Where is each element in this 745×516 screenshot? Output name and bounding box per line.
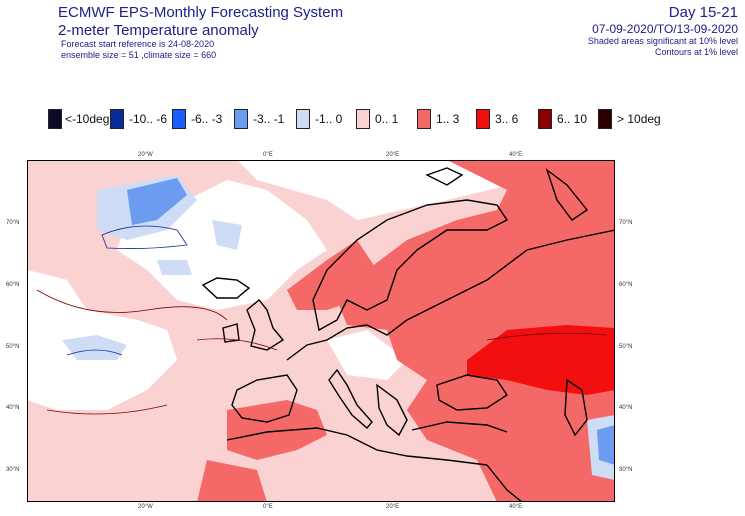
- legend-label: > 10deg: [617, 112, 661, 126]
- legend-label: 1.. 3: [436, 112, 460, 126]
- lat-label-left: 70°N: [6, 220, 20, 226]
- map-canvas: [27, 160, 615, 502]
- system-title: ECMWF EPS-Monthly Forecasting System: [58, 4, 344, 21]
- lon-label-bottom: 20°E: [386, 504, 400, 510]
- lat-label-right: 50°N: [619, 344, 633, 350]
- legend-label: 6.. 10: [557, 112, 588, 126]
- anomaly-map: [27, 160, 615, 502]
- anomaly-zone-blue-medium: [127, 178, 615, 465]
- legend-swatch: [356, 109, 370, 129]
- legend-swatch: [234, 109, 248, 129]
- significance-contours: [36, 289, 608, 415]
- lon-label-bottom: 0°E: [263, 504, 273, 510]
- legend-swatch: [110, 109, 124, 129]
- anomaly-zone-strong-red: [467, 325, 615, 395]
- legend-swatch: [598, 109, 612, 129]
- map-frame: [27, 160, 615, 502]
- lon-label-top: 40°E: [509, 152, 523, 158]
- contour-note: Contours at 1% level: [654, 47, 738, 57]
- legend-swatch: [417, 109, 431, 129]
- title-block: ECMWF EPS-Monthly Forecasting System 2-m…: [58, 4, 343, 61]
- lat-label-left: 30°N: [6, 467, 20, 473]
- legend-swatch: [296, 109, 310, 129]
- significance-contours-blue: [66, 225, 188, 356]
- lat-label-left: 60°N: [6, 282, 20, 288]
- lon-label-top: 20°E: [386, 152, 400, 158]
- lon-label-bottom: 20°W: [138, 504, 153, 510]
- forecast-period: 07-09-2020/TO/13-09-2020: [592, 22, 738, 36]
- legend-label: -3.. -1: [253, 112, 285, 126]
- legend-swatch: [48, 109, 62, 129]
- legend-label: 0.. 1: [375, 112, 399, 126]
- lon-label-top: 0°E: [263, 152, 273, 158]
- legend-label: 3.. 6: [495, 112, 519, 126]
- ensemble-size: ensemble size = 51 ,climate size = 660: [61, 50, 217, 60]
- legend-label: <-10deg: [65, 112, 110, 126]
- shaded-note: Shaded areas significant at 10% level: [587, 36, 738, 46]
- legend-label: -6.. -3: [191, 112, 223, 126]
- legend-label: -10.. -6: [129, 112, 168, 126]
- lat-label-left: 40°N: [6, 405, 20, 411]
- lon-label-bottom: 40°E: [509, 504, 523, 510]
- period-block: Day 15-21 07-09-2020/TO/13-09-2020 Shade…: [588, 4, 738, 58]
- lon-label-top: 20°W: [138, 152, 153, 158]
- lat-label-right: 60°N: [619, 282, 633, 288]
- day-range: Day 15-21: [668, 4, 738, 21]
- coastlines: [201, 167, 615, 502]
- legend-swatch: [476, 109, 490, 129]
- legend-swatch: [538, 109, 552, 129]
- lat-label-right: 70°N: [619, 220, 633, 226]
- legend-swatch: [172, 109, 186, 129]
- variable-title: 2-meter Temperature anomaly: [58, 22, 259, 39]
- legend-label: -1.. 0: [315, 112, 343, 126]
- lat-label-right: 40°N: [619, 405, 633, 411]
- lat-label-left: 50°N: [6, 344, 20, 350]
- lat-label-right: 30°N: [619, 467, 633, 473]
- forecast-reference: Forecast start reference is 24-08-2020: [61, 39, 215, 49]
